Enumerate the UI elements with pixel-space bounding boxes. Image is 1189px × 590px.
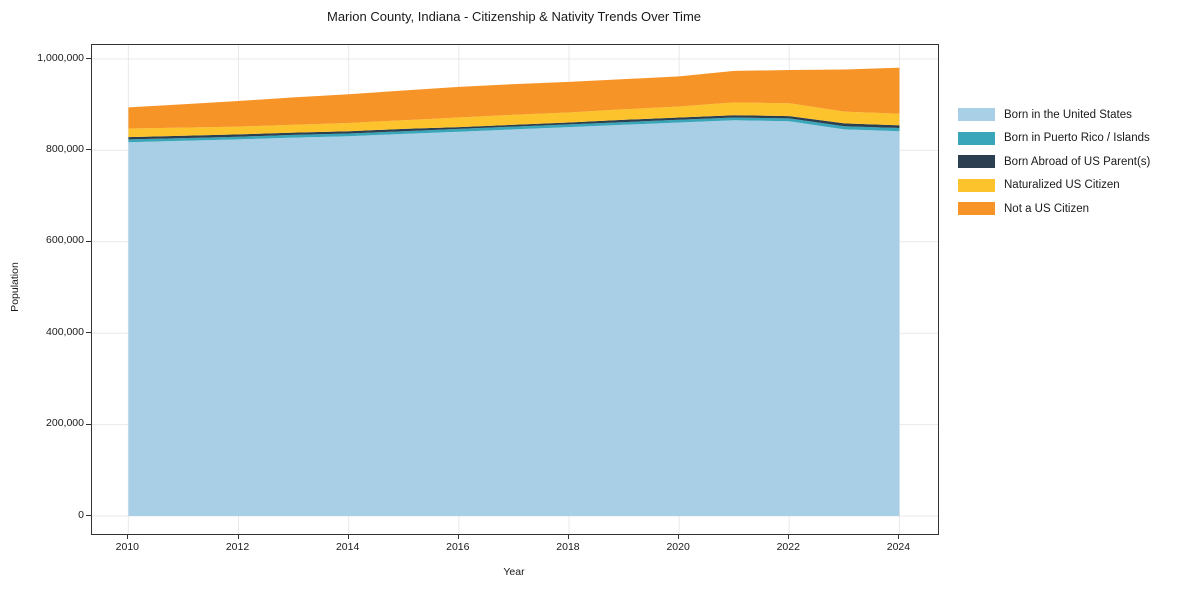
area-series-3 xyxy=(128,102,900,138)
legend-swatch xyxy=(958,131,995,145)
x-tick-label: 2024 xyxy=(886,541,911,553)
area-series-4 xyxy=(128,67,900,129)
area-chart-svg xyxy=(92,45,938,534)
y-tick-label: 800,000 xyxy=(46,142,84,155)
x-tick-mark xyxy=(567,534,569,539)
legend-item-3: Naturalized US Citizen xyxy=(958,178,1150,192)
x-axis-label: Year xyxy=(503,566,525,578)
legend-label: Born in the United States xyxy=(1004,108,1132,121)
x-tick-label: 2010 xyxy=(115,541,140,553)
legend-item-0: Born in the United States xyxy=(958,108,1150,121)
area-series-0 xyxy=(128,120,900,516)
legend: Born in the United States Born in Puerto … xyxy=(958,108,1150,215)
y-tick-mark xyxy=(86,515,91,516)
x-tick-mark xyxy=(678,534,680,539)
x-tick-mark xyxy=(898,534,900,539)
x-tick-mark xyxy=(237,534,239,539)
legend-item-4: Not a US Citizen xyxy=(958,202,1150,215)
x-tick-label: 2020 xyxy=(666,541,690,553)
y-tick-mark xyxy=(86,58,91,59)
x-tick-label: 2016 xyxy=(446,541,470,553)
area-series-2 xyxy=(128,115,900,140)
legend-swatch xyxy=(958,202,995,215)
legend-label: Born Abroad of US Parent(s) xyxy=(1004,155,1151,168)
area-series-1 xyxy=(128,117,900,143)
legend-item-2: Born Abroad of US Parent(s) xyxy=(958,155,1150,168)
legend-label: Not a US Citizen xyxy=(1004,202,1090,215)
y-tick-label: 200,000 xyxy=(46,417,84,430)
x-tick-mark xyxy=(788,534,790,539)
x-tick-mark xyxy=(127,534,129,539)
x-tick-label: 2018 xyxy=(556,541,580,553)
x-tick-label: 2012 xyxy=(225,541,250,553)
plot-area xyxy=(91,44,939,535)
x-tick-label: 2022 xyxy=(776,541,800,553)
y-tick-mark xyxy=(86,332,91,334)
legend-swatch xyxy=(958,155,995,168)
legend-swatch xyxy=(958,108,995,121)
legend-label: Naturalized US Citizen xyxy=(1004,179,1120,191)
y-tick-label: 600,000 xyxy=(46,234,84,247)
y-axis-label: Population xyxy=(9,262,21,312)
chart-title: Marion County, Indiana - Citizenship & N… xyxy=(326,9,702,24)
y-tick-label: 0 xyxy=(78,508,84,521)
legend-swatch xyxy=(958,178,995,192)
x-tick-label: 2014 xyxy=(335,541,360,553)
legend-item-1: Born in Puerto Rico / Islands xyxy=(958,131,1150,145)
y-tick-mark xyxy=(86,423,91,425)
y-tick-mark xyxy=(86,149,91,151)
x-tick-mark xyxy=(457,534,459,539)
x-tick-mark xyxy=(347,534,349,539)
y-tick-label: 400,000 xyxy=(46,325,84,338)
legend-label: Born in Puerto Rico / Islands xyxy=(1004,132,1150,144)
y-tick-mark xyxy=(86,240,91,242)
y-tick-label: 1,000,000 xyxy=(37,51,84,64)
